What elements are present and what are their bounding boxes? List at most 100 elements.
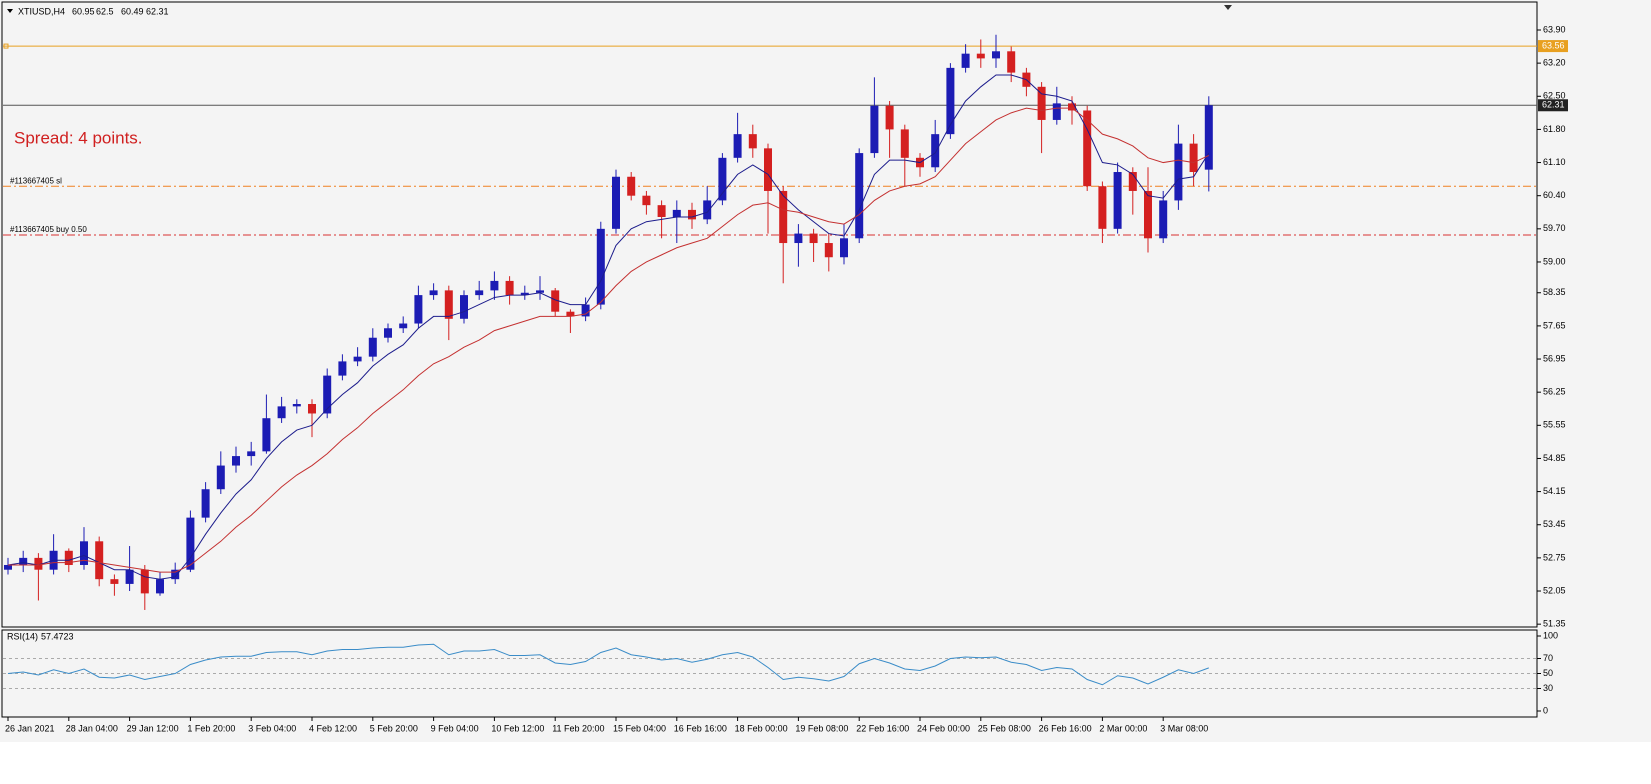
- candle-body: [262, 418, 271, 452]
- x-tick-label: 11 Feb 20:00: [552, 723, 604, 733]
- menu-arrow: [7, 9, 13, 13]
- candle-body: [596, 228, 605, 305]
- candle-body: [992, 51, 1000, 59]
- x-tick-label: 19 Feb 08:00: [795, 723, 848, 733]
- x-tick-label: 25 Feb 08:00: [978, 723, 1031, 733]
- candle-body: [627, 176, 636, 196]
- x-tick-label: 26 Jan 2021: [5, 723, 55, 733]
- candle-body: [80, 541, 88, 565]
- candle-body: [95, 541, 104, 580]
- candle-body: [1052, 103, 1061, 120]
- candle-body: [551, 290, 560, 312]
- x-tick-label: 15 Feb 04:00: [613, 723, 666, 733]
- candle-body: [201, 489, 210, 518]
- candle-body: [475, 290, 484, 296]
- y-tick-label: 57.65: [1543, 320, 1566, 330]
- candle-body: [840, 238, 848, 258]
- x-tick-label: 24 Feb 00:00: [917, 723, 970, 733]
- y-tick-label: 0: [1543, 705, 1548, 715]
- candle-body: [733, 134, 742, 158]
- candle-body: [64, 550, 73, 565]
- candle-body: [1037, 86, 1046, 120]
- y-tick-label: 62.50: [1543, 91, 1566, 101]
- candle-body: [931, 134, 940, 168]
- candle-body: [338, 361, 347, 376]
- candle-body: [824, 243, 833, 258]
- candle-body: [1128, 172, 1137, 191]
- y-tick-label: 59.00: [1543, 256, 1566, 266]
- x-tick-label: 3 Mar 08:00: [1160, 723, 1208, 733]
- candle-body: [292, 404, 301, 407]
- header-open: 60.95: [72, 6, 95, 16]
- candle-body: [414, 295, 423, 324]
- candle-body: [399, 323, 408, 329]
- candle-body: [976, 53, 985, 59]
- y-tick-label: 58.35: [1543, 287, 1566, 297]
- level-label: #113667405 sl: [10, 176, 62, 185]
- candle-body: [4, 564, 12, 570]
- candle-body: [642, 195, 651, 206]
- candle-body: [855, 153, 864, 239]
- level-label: #113667405 buy 0.50: [10, 225, 87, 234]
- x-tick-label: 26 Feb 16:00: [1039, 723, 1092, 733]
- y-tick-label: 52.05: [1543, 585, 1566, 595]
- y-tick-label: 60.40: [1543, 190, 1566, 200]
- candle-body: [688, 209, 696, 220]
- current-price-label: 62.31: [1542, 100, 1565, 110]
- y-tick-label: 53.45: [1543, 519, 1566, 529]
- y-tick-label: 100: [1543, 630, 1558, 640]
- candle-body: [870, 105, 879, 154]
- chart-shift-marker: [1224, 5, 1232, 10]
- candle-body: [672, 209, 681, 217]
- candle-body: [703, 200, 712, 220]
- candle-body: [505, 280, 514, 296]
- candle-body: [1174, 143, 1183, 201]
- candle-body: [1189, 143, 1198, 173]
- x-tick-label: 2 Mar 00:00: [1099, 723, 1147, 733]
- y-tick-label: 61.80: [1543, 124, 1566, 134]
- candle-body: [566, 311, 575, 317]
- candle-body: [885, 105, 894, 130]
- candle-body: [368, 337, 377, 357]
- candle-body: [1113, 172, 1122, 229]
- candle-body: [520, 292, 529, 296]
- y-tick-label: 61.10: [1543, 157, 1566, 167]
- x-tick-label: 29 Jan 12:00: [127, 723, 179, 733]
- candle-body: [444, 290, 453, 319]
- candle-body: [718, 157, 727, 201]
- y-tick-label: 63.90: [1543, 24, 1566, 34]
- price-panel: [1, 1, 1538, 628]
- candle-body: [1068, 103, 1076, 111]
- y-tick-label: 55.55: [1543, 420, 1566, 430]
- x-tick-label: 22 Feb 16:00: [856, 723, 909, 733]
- candle-body: [581, 304, 590, 317]
- y-tick-label: 30: [1543, 683, 1553, 693]
- spread: Spread: 4 points.: [14, 128, 143, 147]
- candle-body: [809, 233, 818, 244]
- candle-body: [794, 233, 803, 244]
- y-tick-label: 59.70: [1543, 223, 1566, 233]
- candle-body: [186, 517, 195, 570]
- candle-body: [1007, 51, 1016, 73]
- candle-body: [612, 176, 620, 229]
- candle-body: [460, 295, 468, 319]
- candle-body: [125, 569, 134, 584]
- candle-body: [19, 557, 28, 565]
- x-tick-label: 5 Feb 20:00: [370, 723, 418, 733]
- candle-body: [1159, 200, 1168, 239]
- y-tick-label: 63.20: [1543, 58, 1566, 68]
- candle-body: [1098, 186, 1107, 229]
- x-tick-label: 10 Feb 12:00: [491, 723, 544, 733]
- y-tick-label: 56.25: [1543, 387, 1566, 397]
- candle-body: [429, 290, 438, 296]
- y-tick-label: 56.95: [1543, 353, 1566, 363]
- candle-body: [764, 148, 772, 191]
- moving-average: [8, 107, 1210, 573]
- rsi-value: 57.4723: [41, 631, 74, 641]
- y-tick-label: 54.85: [1543, 453, 1566, 463]
- level-anchor: [3, 43, 9, 49]
- y-tick-label: 52.75: [1543, 552, 1566, 562]
- candle-body: [34, 557, 43, 570]
- candle-body: [353, 356, 362, 362]
